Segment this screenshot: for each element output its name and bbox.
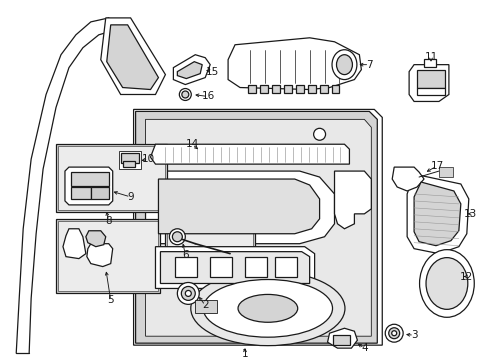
Polygon shape — [327, 328, 357, 348]
Polygon shape — [63, 229, 86, 258]
Text: 4: 4 — [360, 343, 367, 353]
Bar — [423, 59, 435, 67]
Bar — [332, 335, 350, 345]
Ellipse shape — [185, 291, 191, 296]
Bar — [121, 153, 138, 163]
Bar — [295, 85, 303, 93]
Bar — [119, 151, 140, 169]
Bar — [58, 146, 165, 210]
Bar — [416, 69, 444, 87]
Ellipse shape — [172, 232, 182, 242]
Bar — [438, 167, 452, 177]
Ellipse shape — [203, 279, 332, 337]
Polygon shape — [173, 55, 210, 85]
Text: 11: 11 — [424, 52, 437, 62]
Ellipse shape — [169, 229, 185, 245]
Polygon shape — [106, 25, 158, 90]
Polygon shape — [145, 120, 370, 336]
Text: 7: 7 — [366, 60, 372, 69]
Text: 10: 10 — [142, 154, 155, 164]
Ellipse shape — [177, 283, 199, 304]
Ellipse shape — [388, 328, 399, 339]
Text: 15: 15 — [205, 67, 218, 77]
Ellipse shape — [419, 250, 473, 317]
Bar — [91, 187, 108, 199]
Bar — [274, 257, 296, 276]
Ellipse shape — [313, 128, 325, 140]
Bar — [247, 85, 255, 93]
Ellipse shape — [238, 294, 297, 322]
Text: 6: 6 — [182, 249, 188, 260]
Bar — [56, 144, 167, 212]
Bar — [307, 85, 315, 93]
Polygon shape — [408, 65, 448, 102]
Polygon shape — [334, 171, 370, 229]
Bar — [416, 87, 444, 95]
Bar — [331, 85, 339, 93]
Ellipse shape — [391, 331, 396, 336]
Polygon shape — [413, 182, 460, 246]
Bar — [56, 219, 160, 293]
Polygon shape — [87, 244, 112, 266]
Bar — [271, 85, 279, 93]
Polygon shape — [227, 38, 361, 90]
Polygon shape — [160, 252, 309, 283]
Ellipse shape — [336, 55, 352, 75]
Ellipse shape — [179, 89, 191, 100]
Polygon shape — [65, 167, 112, 205]
Polygon shape — [135, 111, 377, 343]
Text: 13: 13 — [463, 209, 476, 219]
Ellipse shape — [425, 258, 467, 309]
Bar — [165, 219, 254, 283]
Text: 8: 8 — [105, 216, 112, 226]
Bar — [210, 257, 232, 276]
Polygon shape — [145, 171, 334, 244]
Bar — [175, 257, 197, 276]
Bar — [58, 221, 158, 292]
Text: 1: 1 — [241, 349, 248, 359]
Text: 9: 9 — [127, 192, 134, 202]
Bar — [71, 172, 108, 186]
Bar — [260, 85, 267, 93]
Text: 17: 17 — [429, 161, 443, 171]
Polygon shape — [391, 167, 423, 191]
Text: 16: 16 — [201, 91, 214, 102]
Text: 12: 12 — [459, 271, 472, 282]
Polygon shape — [150, 144, 349, 164]
Ellipse shape — [331, 50, 356, 80]
Text: 3: 3 — [410, 330, 417, 340]
Polygon shape — [177, 62, 202, 78]
Ellipse shape — [190, 271, 344, 346]
Bar — [167, 221, 252, 282]
Bar — [195, 300, 217, 313]
Text: 2: 2 — [202, 300, 208, 310]
Bar — [283, 85, 291, 93]
Bar — [122, 161, 134, 167]
Text: 5: 5 — [107, 296, 114, 305]
Bar — [319, 85, 327, 93]
Polygon shape — [158, 179, 319, 234]
Polygon shape — [86, 231, 105, 247]
Polygon shape — [101, 18, 165, 94]
Ellipse shape — [182, 91, 188, 98]
Bar — [71, 187, 91, 199]
Bar — [244, 257, 266, 276]
Text: 14: 14 — [185, 139, 199, 149]
Ellipse shape — [181, 287, 195, 300]
Polygon shape — [407, 174, 468, 254]
Polygon shape — [155, 247, 314, 288]
Ellipse shape — [385, 324, 402, 342]
